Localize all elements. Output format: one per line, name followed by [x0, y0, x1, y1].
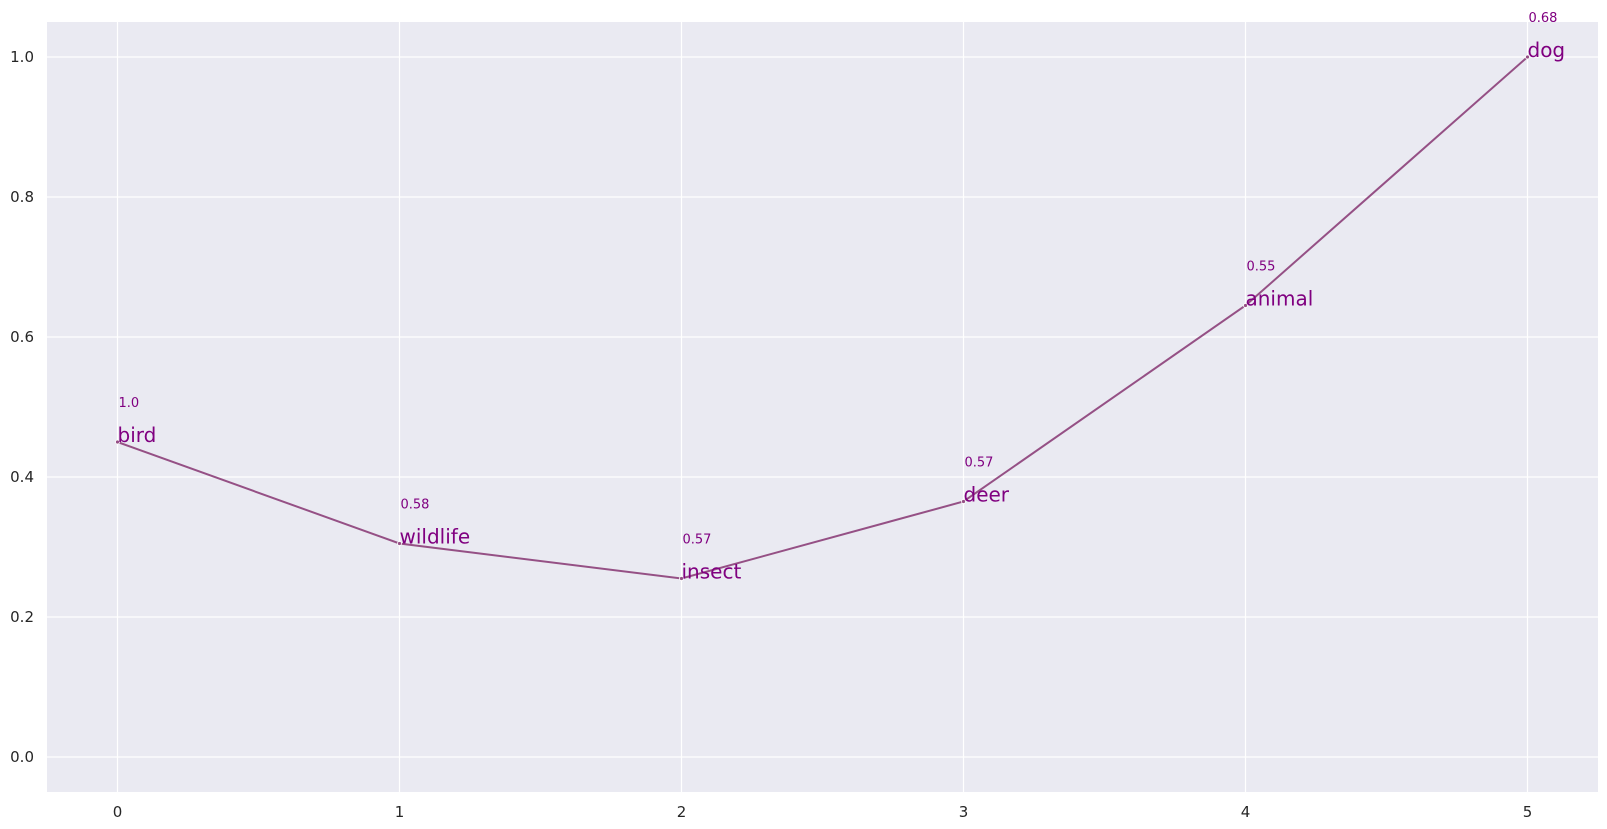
point-word-label: deer	[964, 483, 1010, 507]
y-tick-label: 0.8	[10, 188, 34, 206]
point-score-label: 0.58	[401, 498, 430, 513]
data-point	[1525, 54, 1530, 60]
data-point	[961, 499, 966, 504]
data-point	[1243, 303, 1248, 308]
grid-lines	[47, 22, 1598, 792]
data-point	[679, 576, 684, 581]
y-tick-label: 0.4	[10, 468, 34, 486]
point-score-label: 0.68	[1529, 11, 1558, 26]
x-tick-label: 5	[1523, 803, 1533, 821]
x-tick-label: 3	[959, 803, 969, 821]
point-word-label: dog	[1528, 38, 1566, 62]
data-point	[115, 439, 120, 445]
point-word-label: wildlife	[400, 525, 471, 549]
x-tick-label: 4	[1241, 803, 1251, 821]
point-word-label: animal	[1246, 287, 1314, 311]
data-labels: bird 1.0 wildlife 0.58 insect 0.57 deer 0.57 ani…	[118, 11, 1566, 584]
y-tick-label: 0.6	[10, 328, 34, 346]
point-score-label: 0.57	[965, 456, 994, 471]
x-tick-label: 2	[677, 803, 687, 821]
point-score-label: 0.55	[1247, 260, 1276, 275]
y-tick-label: 0.2	[10, 608, 34, 626]
point-score-label: 1.0	[119, 396, 140, 411]
axis-ticks: 0 1 2 3 4 5 0.0 0.2 0.4 0.6 0.8 1.0	[10, 48, 1532, 821]
x-tick-label: 1	[395, 803, 405, 821]
point-score-label: 0.57	[683, 533, 712, 548]
plot-area	[47, 22, 1598, 792]
x-tick-label: 0	[113, 803, 123, 821]
y-tick-label: 1.0	[10, 48, 34, 66]
data-point	[397, 541, 402, 546]
point-word-label: bird	[118, 423, 157, 447]
point-word-label: insect	[682, 560, 742, 584]
series-line	[117, 56, 1529, 580]
data-points	[115, 54, 1530, 581]
y-tick-label: 0.0	[10, 748, 34, 766]
